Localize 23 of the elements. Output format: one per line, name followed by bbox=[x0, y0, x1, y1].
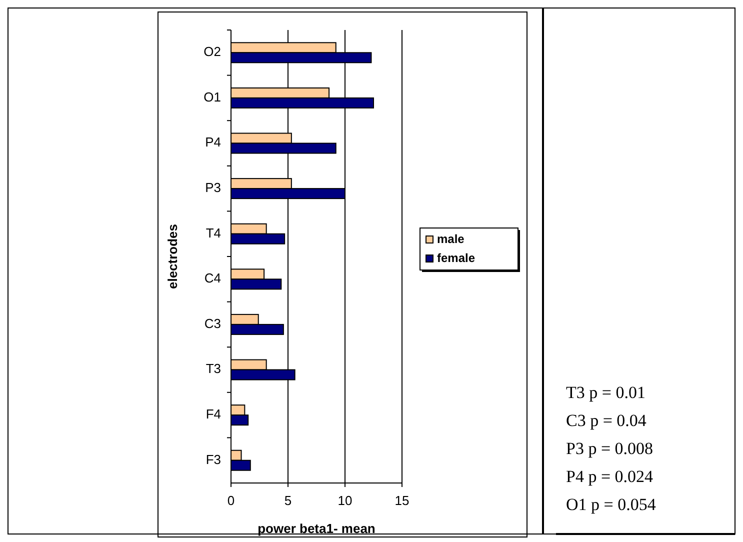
text: C3 p = 0.04 bbox=[566, 411, 647, 430]
text: T3 p = 0.01 bbox=[566, 383, 646, 402]
y-tick-label: F4 bbox=[206, 406, 221, 422]
y-tick-label: P4 bbox=[205, 134, 221, 150]
x-tick-label: 10 bbox=[338, 493, 352, 508]
text: O1 p = 0.054 bbox=[566, 495, 656, 514]
text: P3 p = 0.008 bbox=[566, 439, 654, 458]
y-axis-title: electrodes bbox=[165, 224, 180, 290]
y-tick-label: F3 bbox=[206, 452, 221, 467]
y-tick-label: O2 bbox=[204, 44, 221, 60]
y-tick-label: T3 bbox=[206, 361, 221, 376]
y-tick-label: C4 bbox=[204, 270, 221, 286]
x-tick-label: 15 bbox=[394, 493, 410, 508]
legend-label: female bbox=[437, 251, 476, 266]
y-tick-label: P3 bbox=[205, 180, 221, 195]
x-axis-title: power beta1- mean bbox=[258, 521, 376, 536]
y-tick-label: O1 bbox=[204, 89, 221, 104]
legend-label: male bbox=[437, 232, 465, 246]
y-tick-label: T4 bbox=[206, 225, 221, 240]
x-tick-label: 5 bbox=[284, 493, 292, 508]
y-tick-label: C3 bbox=[204, 316, 221, 331]
text: P4 p = 0.024 bbox=[566, 467, 654, 486]
x-tick-label: 0 bbox=[227, 493, 235, 508]
